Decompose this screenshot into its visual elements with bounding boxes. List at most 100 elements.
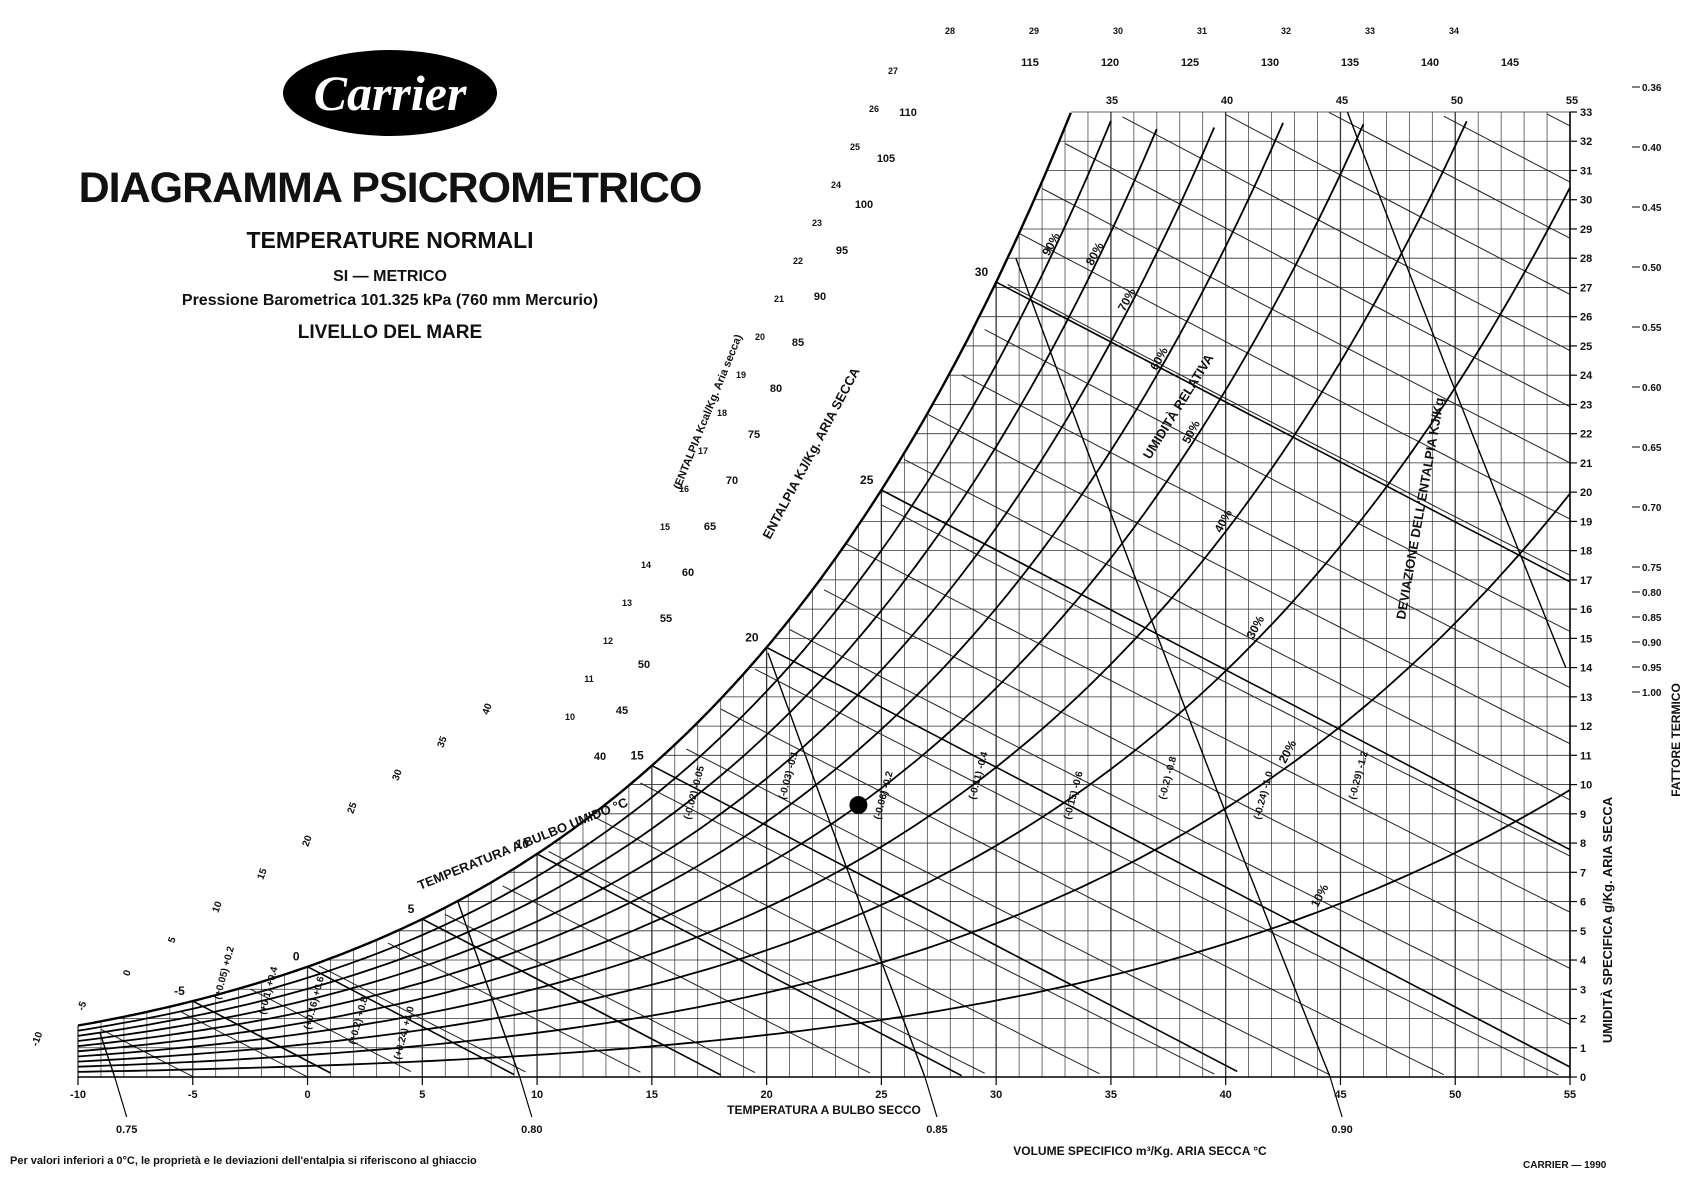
- enthalpy-kj-tick: 145: [1501, 57, 1519, 69]
- specific-volume-label: 0.75: [116, 1124, 137, 1136]
- enthalpy-kcal-tick: 12: [603, 636, 613, 646]
- wet-bulb-tick: 40: [481, 702, 495, 717]
- y-tick-label: 5: [1580, 926, 1586, 938]
- wet-bulb-line: [307, 965, 515, 1076]
- enthalpy-kcal-tick: 29: [1029, 26, 1039, 36]
- x-tick-label: 35: [1105, 1089, 1117, 1101]
- y-tick-label: 4: [1580, 955, 1587, 967]
- rh-curve-40: [77, 120, 1468, 1058]
- page-subtitle: TEMPERATURE NORMALI: [246, 227, 534, 253]
- rh-curve-50: [77, 123, 1365, 1053]
- enthalpy-kcal-tick: 13: [622, 598, 632, 608]
- shf-label: 0.55: [1642, 323, 1662, 334]
- y-tick-label: 21: [1580, 458, 1592, 470]
- rh-label: 70%: [1115, 286, 1139, 314]
- wet-bulb-lines: [192, 281, 1571, 1077]
- wet-bulb-label: 5: [408, 902, 415, 916]
- y-tick-label: 26: [1580, 312, 1592, 324]
- y-tick-label: 30: [1580, 195, 1592, 207]
- specific-volume-title: VOLUME SPECIFICO m³/Kg. ARIA SECCA °C: [1013, 1144, 1267, 1158]
- y-tick-label: 19: [1580, 516, 1592, 528]
- shf-label: 0.36: [1642, 83, 1662, 94]
- enthalpy-line: [846, 543, 1571, 913]
- wet-bulb-line: [766, 646, 1571, 1068]
- enthalpy-kj-tick: 125: [1181, 57, 1199, 69]
- y-tick-label: 29: [1580, 224, 1592, 236]
- enthalpy-kcal-tick: 22: [793, 256, 803, 266]
- axis-ticks: -10 -5 0 5 10 15 20 25 30 35 40 45 50 550123456789101…: [70, 83, 1662, 1101]
- enthalpy-line: [904, 458, 1571, 801]
- shf-label: 0.90: [1642, 638, 1662, 649]
- enthalpy-line: [686, 748, 1330, 1075]
- shf-label: 0.45: [1642, 203, 1662, 214]
- wet-bulb-line: [651, 764, 1238, 1073]
- enthalpy-deviation-label: (-0.24) -1.0: [1252, 770, 1276, 821]
- x-tick-label: 10: [531, 1089, 543, 1101]
- enthalpy-kcal-tick: 19: [736, 370, 746, 380]
- shf-label: 0.40: [1642, 143, 1662, 154]
- enthalpy-kcal-tick: 28: [945, 26, 955, 36]
- rh-curve-60: [77, 122, 1284, 1048]
- x-axis-label: TEMPERATURA A BULBO SECCO: [727, 1103, 921, 1117]
- top-scale-tick: 35: [1106, 95, 1118, 107]
- enthalpy-deviation-label: (+0.1) +0.4: [257, 965, 280, 1016]
- rh-curve-90: [77, 120, 1112, 1032]
- enthalpy-line: [1546, 113, 1571, 127]
- enthalpy-kcal-tick: 18: [717, 408, 727, 418]
- enthalpy-kj-tick: 45: [616, 705, 628, 717]
- enthalpy-kj-tick: 115: [1021, 57, 1039, 69]
- enthalpy-deviation-label: (-0.03) -0.1: [777, 750, 801, 801]
- x-tick-label: 50: [1449, 1089, 1461, 1101]
- y-tick-label: 33: [1580, 107, 1592, 119]
- saturation-curve: [77, 112, 1072, 1027]
- shf-label: 0.65: [1642, 443, 1662, 454]
- barometric-pressure: Pressione Barometrica 101.325 kPa (760 m…: [181, 292, 599, 309]
- relative-humidity-curves: [77, 112, 1571, 1073]
- y-tick-label: 11: [1580, 750, 1592, 762]
- rh-curve-30: [77, 187, 1571, 1063]
- wet-bulb-tick: 15: [256, 867, 270, 882]
- rh-label: 80%: [1083, 240, 1107, 268]
- x-tick-label: -10: [70, 1089, 86, 1101]
- wet-bulb-label: 0: [293, 950, 300, 964]
- enthalpy-line: [754, 668, 1559, 1076]
- x-tick-label: 20: [760, 1089, 772, 1101]
- specific-volume-line: [767, 652, 926, 1078]
- enthalpy-kcal-tick: 23: [812, 218, 822, 228]
- specific-volume-line: [1015, 257, 1331, 1078]
- top-scale-tick: 50: [1451, 95, 1463, 107]
- shf-label: 0.60: [1642, 383, 1662, 394]
- enthalpy-deviation-label: (-0.15) -0.6: [1062, 770, 1086, 821]
- y-tick-label: 25: [1580, 341, 1592, 353]
- y-tick-label: 23: [1580, 399, 1592, 411]
- y-tick-label: 24: [1580, 370, 1593, 382]
- top-scale-tick: 40: [1221, 95, 1233, 107]
- enthalpy-kj-tick: 55: [660, 613, 672, 625]
- wet-bulb-tick: 30: [391, 768, 405, 783]
- enthalpy-kcal-tick: 30: [1113, 26, 1123, 36]
- y-tick-label: 20: [1580, 487, 1592, 499]
- enthalpy-kcal-tick: 17: [698, 446, 708, 456]
- x-tick-label: 25: [875, 1089, 887, 1101]
- enthalpy-line: [100, 1028, 194, 1078]
- enthalpy-kj-tick: 85: [792, 337, 804, 349]
- chart-credit: CARRIER — 1990: [1523, 1160, 1607, 1171]
- reference-point: [849, 796, 868, 815]
- enthalpy-line: [881, 504, 1571, 857]
- carrier-logo: Carrier: [283, 50, 497, 136]
- rh-curve-80: [77, 128, 1158, 1037]
- enthalpy-line: [1225, 114, 1571, 295]
- y-tick-label: 14: [1580, 663, 1593, 675]
- enthalpy-line: [318, 965, 526, 1073]
- enthalpy-line: [594, 816, 1100, 1075]
- enthalpy-line: [1328, 111, 1571, 239]
- y-tick-label: 7: [1580, 867, 1586, 879]
- enthalpy-deviation-label: (-0.2) -0.8: [1157, 755, 1179, 801]
- enthalpy-kj-tick: 130: [1261, 57, 1279, 69]
- wet-bulb-line: [192, 1000, 331, 1074]
- shf-label: 0.80: [1642, 588, 1662, 599]
- specific-volume-line: [457, 901, 521, 1078]
- enthalpy-line: [961, 374, 1571, 689]
- wet-bulb-label: 20: [745, 630, 759, 644]
- footnote: Per valori inferiori a 0°C, le proprietà…: [10, 1155, 477, 1167]
